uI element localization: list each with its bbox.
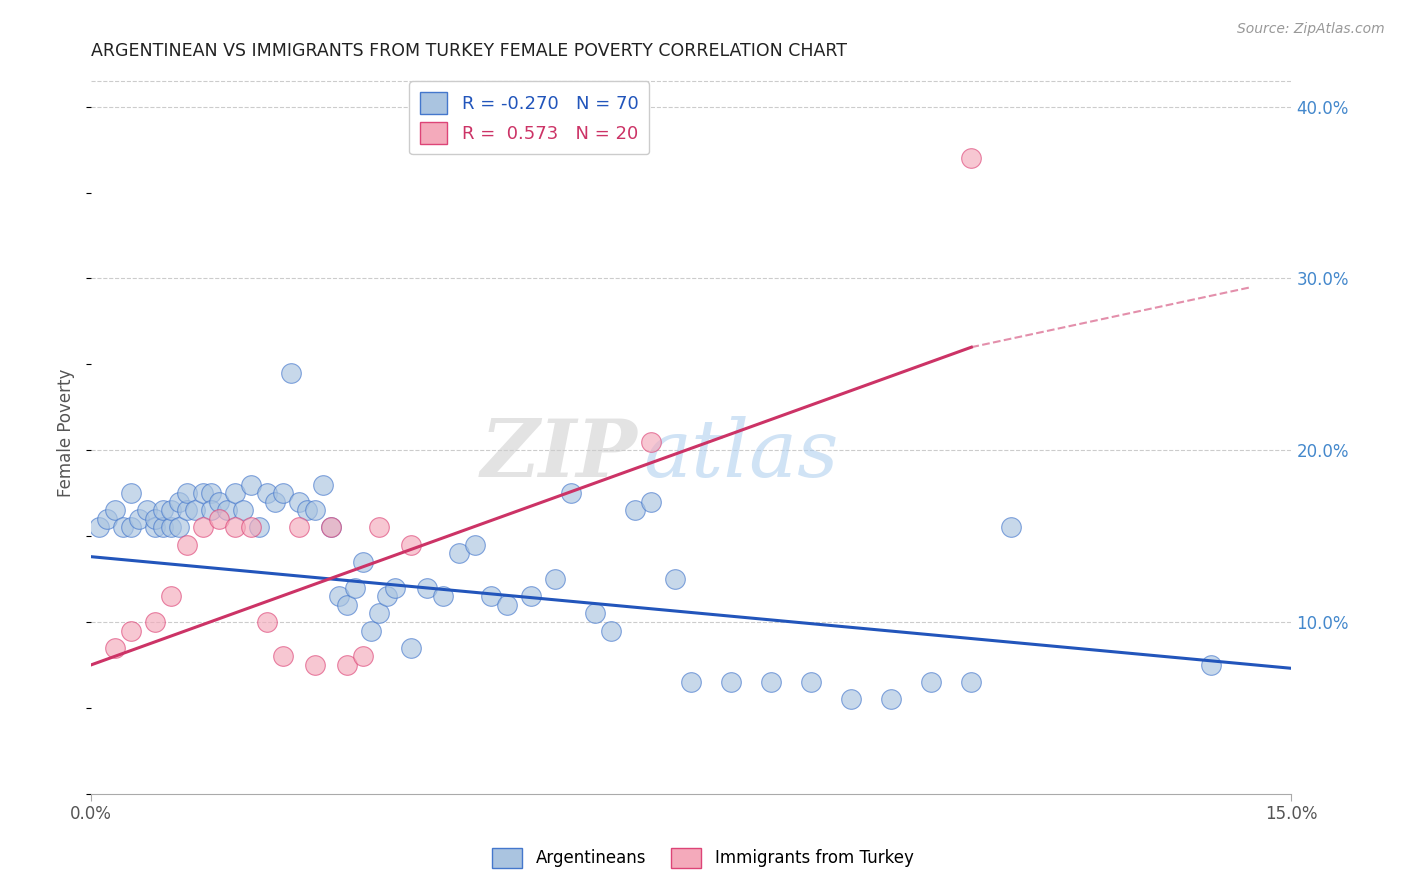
Point (321, 520, 343, 534)
Point (264, 494, 287, 508)
Point (344, 581, 367, 595)
Point (89, 520, 111, 534)
Point (416, 581, 439, 595)
Point (720, 675, 742, 690)
Point (520, 589, 543, 603)
Point (328, 589, 350, 603)
Point (167, 520, 190, 534)
Point (496, 598, 519, 612)
Point (120, 486, 142, 500)
Point (1000, 520, 1022, 534)
Point (112, 520, 135, 534)
Point (176, 538, 198, 552)
Legend: Argentineans, Immigrants from Turkey: Argentineans, Immigrants from Turkey (486, 841, 920, 875)
Point (295, 503, 318, 517)
Text: Source: ZipAtlas.com: Source: ZipAtlas.com (1237, 22, 1385, 37)
Point (120, 520, 142, 534)
Point (304, 503, 326, 517)
Point (152, 503, 174, 517)
Point (200, 503, 222, 517)
Point (960, 151, 983, 165)
Point (104, 640, 127, 655)
Point (399, 640, 422, 655)
Point (200, 486, 222, 500)
Point (143, 520, 166, 534)
Point (288, 520, 311, 534)
Y-axis label: Female Poverty: Female Poverty (58, 369, 75, 497)
Point (304, 657, 326, 672)
Point (193, 520, 215, 534)
Point (312, 477, 335, 491)
Point (160, 520, 183, 534)
Point (152, 520, 174, 534)
Point (464, 538, 486, 552)
Point (104, 503, 127, 517)
Point (761, 675, 783, 690)
Point (352, 555, 374, 569)
Point (240, 477, 263, 491)
Point (224, 486, 246, 500)
Point (544, 572, 567, 586)
Point (143, 512, 166, 526)
Point (176, 503, 198, 517)
Point (280, 366, 302, 380)
Point (640, 434, 662, 449)
Point (143, 615, 166, 629)
Point (360, 624, 382, 638)
Point (247, 520, 270, 534)
Point (368, 520, 391, 534)
Point (176, 486, 198, 500)
Point (167, 494, 190, 508)
Point (399, 538, 422, 552)
Point (271, 649, 294, 664)
Point (336, 657, 359, 672)
Point (120, 624, 142, 638)
Point (432, 589, 454, 603)
Point (184, 503, 207, 517)
Point (664, 572, 686, 586)
Point (375, 589, 398, 603)
Point (920, 675, 942, 690)
Point (160, 589, 183, 603)
Point (336, 598, 359, 612)
Point (288, 494, 311, 508)
Point (256, 615, 278, 629)
Point (208, 512, 231, 526)
Point (841, 692, 863, 706)
Point (271, 486, 294, 500)
Point (96, 512, 118, 526)
Point (160, 503, 183, 517)
Point (880, 692, 903, 706)
Point (960, 675, 983, 690)
Point (136, 503, 159, 517)
Point (624, 503, 647, 517)
Point (224, 520, 246, 534)
Point (256, 486, 278, 500)
Point (368, 607, 391, 621)
Point (560, 486, 582, 500)
Text: ARGENTINEAN VS IMMIGRANTS FROM TURKEY FEMALE POVERTY CORRELATION CHART: ARGENTINEAN VS IMMIGRANTS FROM TURKEY FE… (91, 42, 848, 60)
Point (479, 589, 502, 603)
Point (321, 520, 343, 534)
Point (600, 624, 623, 638)
Point (384, 581, 406, 595)
Point (800, 675, 823, 690)
Point (1201, 657, 1223, 672)
Text: ZIP: ZIP (481, 416, 637, 493)
Text: atlas: atlas (644, 416, 838, 493)
Point (449, 546, 471, 560)
Point (128, 512, 150, 526)
Point (208, 494, 231, 508)
Point (232, 503, 254, 517)
Point (240, 520, 263, 534)
Point (681, 675, 703, 690)
Legend: R = -0.270   N = 70, R =  0.573   N = 20: R = -0.270 N = 70, R = 0.573 N = 20 (409, 81, 650, 154)
Point (640, 494, 662, 508)
Point (352, 649, 374, 664)
Point (583, 607, 606, 621)
Point (217, 503, 239, 517)
Point (193, 486, 215, 500)
